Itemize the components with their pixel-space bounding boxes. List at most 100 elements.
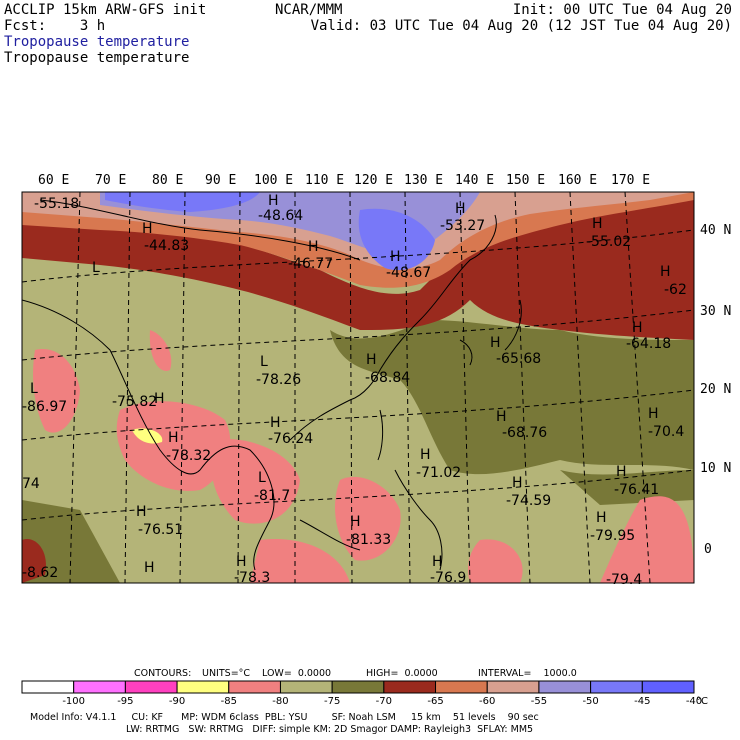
hl-marker: H xyxy=(632,320,643,336)
colorbar-swatch xyxy=(435,680,488,694)
field-name-primary: Tropopause temperature xyxy=(4,34,190,50)
hl-marker: H xyxy=(660,264,671,280)
lon-label: 130 E xyxy=(404,173,443,188)
lon-label: 150 E xyxy=(506,173,545,188)
value-label: -62 xyxy=(664,282,687,298)
hl-marker: H xyxy=(142,221,153,237)
colorbar-swatch xyxy=(383,680,437,694)
graticule xyxy=(22,192,694,583)
colorbar-label: -65 xyxy=(427,696,443,707)
value-label: -81.33 xyxy=(346,532,391,548)
colorbar-label: -85 xyxy=(221,696,237,707)
colorbar-swatch xyxy=(176,680,230,694)
colorbar-swatch xyxy=(21,680,75,694)
colorbar-label: -50 xyxy=(582,696,598,707)
colorbar-label: -95 xyxy=(117,696,133,707)
value-label: -78.3 xyxy=(234,570,270,586)
lon-label: 110 E xyxy=(305,173,344,188)
hl-marker: H xyxy=(420,447,431,463)
hl-marker: H xyxy=(144,560,155,576)
colorbar-label: -75 xyxy=(324,696,340,707)
lat-label: 30 N xyxy=(700,304,731,319)
lon-label: 120 E xyxy=(354,173,393,188)
model-info-line1: Model Info: V4.1.1 CU: KF MP: WDM 6class… xyxy=(30,712,539,723)
hl-marker: H xyxy=(390,249,401,265)
hl-marker: H xyxy=(490,335,501,351)
forecast-hour: Fcst: 3 h xyxy=(4,18,106,34)
colorbar-label: -60 xyxy=(479,696,495,707)
header-title: ACCLIP 15km ARW-GFS init xyxy=(4,2,207,18)
hl-marker: L xyxy=(30,381,38,397)
value-label: -78.32 xyxy=(166,448,211,464)
temperature-field xyxy=(22,192,694,583)
colorbar-swatch xyxy=(73,680,126,694)
hl-marker: H xyxy=(308,239,319,255)
extremum-values: -55.18 -48.64 -53.27 -44.83 -46.77 -48.6… xyxy=(22,196,687,588)
lon-label: 60 E xyxy=(38,173,69,188)
longitude-labels: 60 E 70 E 80 E 90 E 100 E 110 E 120 E 13… xyxy=(38,173,650,188)
hl-marker: H xyxy=(432,554,443,570)
high-low-markers: H H H H H H L H H H L H H L H H H H H L … xyxy=(30,193,671,576)
hl-marker: H xyxy=(168,430,179,446)
value-label: -79.95 xyxy=(590,528,635,544)
value-label: -81.7 xyxy=(254,488,290,504)
value-label: -78.26 xyxy=(256,372,301,388)
hl-marker: H xyxy=(455,201,466,217)
value-label: -48.64 xyxy=(258,208,303,224)
valid-time: Valid: 03 UTC Tue 04 Aug 20 (12 JST Tue … xyxy=(310,18,732,34)
lat-label: 40 N xyxy=(700,223,731,238)
colorbar-label: -70 xyxy=(376,696,392,707)
init-time: Init: 00 UTC Tue 04 Aug 20 xyxy=(512,2,732,18)
value-label: -74.59 xyxy=(506,493,551,509)
value-label: -44.83 xyxy=(144,238,189,254)
value-label: -76.41 xyxy=(614,482,659,498)
hl-marker: H xyxy=(596,510,607,526)
lon-label: 90 E xyxy=(205,173,236,188)
colorbar-label: -80 xyxy=(272,696,288,707)
colorbar-swatch xyxy=(124,680,178,694)
map-frame xyxy=(21,191,695,584)
value-label: -75.82 xyxy=(112,394,157,410)
value-label: -55.18 xyxy=(34,196,79,212)
value-label: -68.76 xyxy=(502,425,547,441)
value-label: -55.02 xyxy=(586,234,631,250)
field-name-secondary: Tropopause temperature xyxy=(4,50,190,66)
hl-marker: H xyxy=(268,193,279,209)
value-label: -65.68 xyxy=(496,351,541,367)
lat-label: 20 N xyxy=(700,382,731,397)
lon-label: 70 E xyxy=(95,173,126,188)
hl-marker: L xyxy=(260,354,268,370)
hl-marker: H xyxy=(366,352,377,368)
hl-marker: H xyxy=(270,415,281,431)
colorbar-swatch xyxy=(641,680,695,694)
value-label: -79.4 xyxy=(606,572,642,588)
colorbar-swatch xyxy=(538,680,592,694)
model-info-line2: LW: RRTMG SW: RRTMG DIFF: simple KM: 2D … xyxy=(126,724,534,735)
hl-marker: H xyxy=(136,504,147,520)
colorbar-label: -100 xyxy=(62,696,85,707)
value-label: -76.9 xyxy=(430,570,466,586)
value-label: -8.62 xyxy=(22,565,58,581)
colorbar-label: -45 xyxy=(634,696,650,707)
colorbar-swatch xyxy=(331,680,385,694)
header-source: NCAR/MMM xyxy=(275,2,343,18)
value-label: -86.97 xyxy=(22,399,67,415)
colorbar-swatch xyxy=(486,680,540,694)
contours-label: CONTOURS: xyxy=(134,668,192,679)
value-label: -68.84 xyxy=(365,370,410,386)
hl-marker: L xyxy=(92,260,100,276)
hl-marker: H xyxy=(496,409,507,425)
colorbar-swatch xyxy=(279,680,333,694)
colorbar-label: -40 xyxy=(686,696,702,707)
hl-marker: H xyxy=(512,475,523,491)
colorbar-label: -55 xyxy=(531,696,547,707)
lon-label: 100 E xyxy=(254,173,293,188)
value-label: -53.27 xyxy=(440,218,485,234)
hl-marker: L xyxy=(258,470,266,486)
coastlines xyxy=(22,199,522,571)
colorbar-swatch xyxy=(228,680,281,694)
hl-marker: H xyxy=(154,391,165,407)
lon-label: 80 E xyxy=(152,173,183,188)
